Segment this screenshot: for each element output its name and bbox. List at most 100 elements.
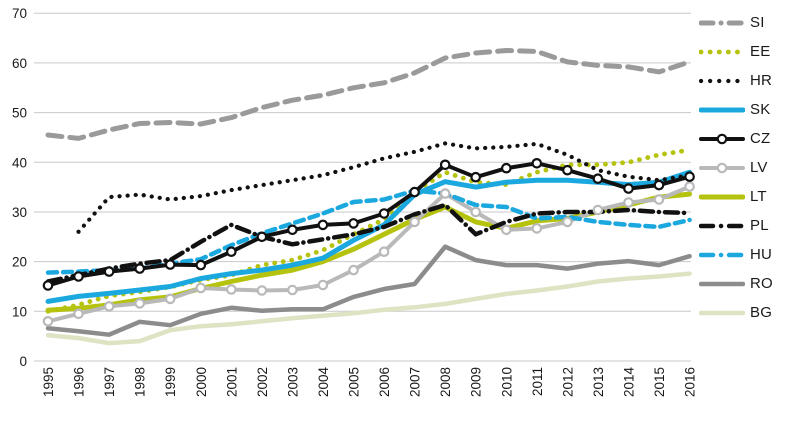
legend-item-LV: LV — [699, 153, 773, 182]
x-tick-label: 2000 — [194, 367, 209, 397]
legend-label-EE: EE — [750, 43, 771, 60]
legend-label-BG: BG — [750, 304, 773, 321]
y-tick-label: 30 — [12, 205, 27, 220]
y-tick-label: 70 — [12, 6, 27, 21]
marker-CZ — [195, 259, 207, 271]
legend-swatch-HR — [699, 78, 745, 83]
x-tick-label: 2009 — [469, 367, 484, 397]
x-tick-label: 2006 — [377, 367, 392, 397]
x-tick-label: 1996 — [72, 367, 87, 397]
x-tick-label: 2013 — [591, 367, 606, 397]
x-tick-label: 2012 — [560, 367, 575, 397]
legend-swatch-BG — [699, 310, 745, 315]
legend-item-PL: PL — [699, 211, 773, 240]
marker-LV — [42, 315, 54, 327]
x-tick-label: 2007 — [408, 367, 423, 397]
marker-CZ — [500, 162, 512, 174]
series-line-EE — [45, 147, 692, 314]
series-line-PL — [45, 202, 692, 284]
marker-LV — [134, 298, 145, 309]
legend-label-RO: RO — [750, 275, 773, 292]
x-tick-label: 1998 — [133, 367, 148, 397]
marker-LV — [103, 301, 115, 312]
marker-LV — [348, 264, 359, 276]
legend-label-SI: SI — [750, 14, 765, 31]
marker-LV — [592, 204, 604, 216]
y-tick-label: 0 — [19, 354, 27, 369]
marker-LV — [500, 224, 512, 236]
marker-LV — [470, 206, 481, 218]
marker-CZ — [439, 159, 451, 171]
marker-CZ — [103, 266, 115, 277]
legend-item-BG: BG — [699, 298, 773, 327]
legend-item-LT: LT — [699, 182, 773, 211]
x-tick-label: 2008 — [438, 367, 453, 397]
legend-swatch-PL — [699, 223, 745, 228]
legend-item-EE: EE — [699, 37, 773, 66]
legend-label-CZ: CZ — [750, 130, 771, 147]
y-tick-label: 40 — [12, 155, 27, 170]
marker-CZ — [317, 219, 329, 231]
x-tick-label: 2004 — [316, 367, 331, 398]
marker-LV — [195, 282, 207, 294]
x-tick-label: 2010 — [499, 367, 514, 397]
marker-CZ — [409, 186, 420, 198]
marker-CZ — [134, 263, 145, 274]
marker-LV — [531, 223, 543, 234]
marker-LV — [164, 293, 176, 305]
marker-CZ — [470, 171, 481, 183]
y-tick-label: 20 — [12, 255, 27, 270]
marker-CZ — [653, 179, 665, 191]
legend-item-RO: RO — [699, 269, 773, 298]
marker-CZ — [531, 158, 543, 169]
marker-CZ — [164, 259, 176, 270]
x-tick-label: 2015 — [652, 367, 667, 397]
y-tick-label: 10 — [12, 304, 27, 319]
series-line-SI — [45, 48, 693, 141]
marker-LV — [226, 284, 237, 295]
marker-LV — [623, 197, 634, 208]
x-tick-label: 1997 — [102, 367, 117, 397]
marker-CZ — [42, 280, 54, 291]
marker-CZ — [623, 183, 634, 194]
marker-LV — [378, 246, 390, 257]
x-tick-label: 1995 — [41, 367, 56, 397]
marker-LV — [684, 181, 695, 192]
marker-CZ — [256, 231, 268, 243]
marker-LV — [653, 194, 665, 205]
legend-swatch-LV — [699, 162, 745, 173]
legend-label-SK: SK — [750, 101, 771, 118]
marker-CZ — [287, 224, 298, 236]
series-line-CZ — [46, 161, 692, 288]
x-tick-label: 2014 — [622, 367, 637, 398]
x-tick-label: 2001 — [224, 367, 239, 397]
marker-LV — [439, 188, 451, 199]
x-tick-label: 2002 — [255, 367, 270, 397]
y-tick-label: 50 — [12, 106, 27, 121]
marker-LV — [409, 216, 420, 228]
marker-LV — [317, 279, 329, 291]
legend-swatch-EE — [699, 49, 745, 54]
legend-label-HU: HU — [750, 246, 773, 263]
marker-CZ — [378, 208, 390, 219]
marker-CZ — [226, 246, 237, 257]
marker-LV — [256, 285, 268, 296]
series-line-BG — [45, 271, 692, 346]
legend: SI EE HR SK CZ LV LT PL HU RO BG — [699, 8, 773, 327]
legend-label-HR: HR — [750, 72, 773, 89]
marker-CZ — [73, 271, 84, 282]
marker-CZ — [592, 173, 604, 184]
series-line-LV — [46, 184, 692, 324]
x-tick-label: 2011 — [530, 367, 545, 396]
legend-swatch-LT — [699, 194, 745, 199]
legend-swatch-HU — [699, 252, 745, 257]
marker-CZ — [562, 164, 573, 176]
legend-swatch-SK — [699, 107, 745, 112]
legend-label-LT: LT — [750, 188, 767, 205]
y-tick-label: 60 — [12, 56, 27, 71]
legend-label-PL: PL — [750, 217, 769, 234]
legend-swatch-CZ — [699, 133, 745, 144]
legend-item-HU: HU — [699, 240, 773, 269]
